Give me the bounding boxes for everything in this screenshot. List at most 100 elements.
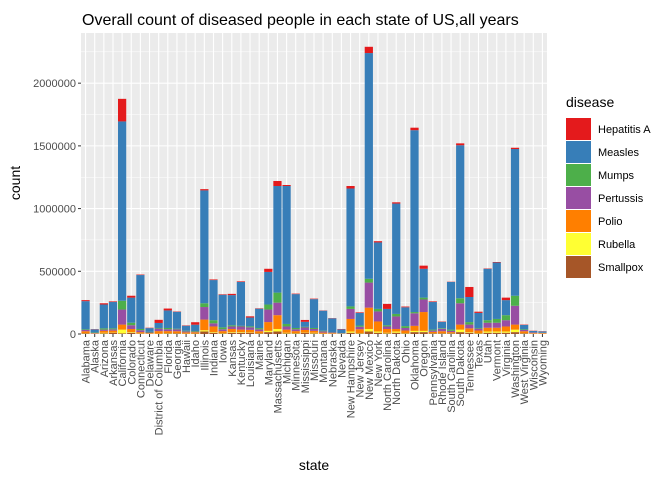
bar-segment: [246, 330, 254, 333]
bar-segment: [356, 333, 364, 334]
bar-segment: [502, 300, 510, 315]
bar-segment: [255, 328, 263, 329]
bar-segment: [474, 328, 482, 329]
bar-segment: [109, 302, 117, 328]
bar-segment: [529, 333, 537, 334]
x-axis-label: state: [299, 457, 330, 473]
bar-segment: [282, 324, 290, 327]
bar-segment: [219, 294, 227, 295]
bar-segment: [200, 331, 208, 334]
bar-segment: [228, 332, 236, 333]
bar-segment: [127, 323, 135, 326]
bar-segment: [228, 325, 236, 326]
bar-segment: [182, 331, 190, 332]
bar-segment: [145, 328, 153, 332]
bar-segment: [319, 331, 327, 332]
bar-segment: [511, 306, 519, 325]
bar-segment: [401, 326, 409, 328]
bar-segment: [483, 328, 491, 332]
bar-segment: [374, 311, 382, 321]
bar-segment: [91, 329, 99, 332]
bar-segment: [337, 329, 345, 333]
bar-segment: [502, 298, 510, 301]
bar-segment: [474, 312, 482, 313]
bar-segment: [273, 315, 281, 329]
bar-segment: [520, 325, 528, 329]
bar-segment: [118, 330, 126, 334]
bar-segment: [502, 333, 510, 334]
y-tick-label: 1500000: [33, 141, 76, 153]
bar-segment: [255, 333, 263, 334]
bar-segment: [264, 310, 272, 323]
bar-segment: [237, 330, 245, 333]
bar-segment: [511, 296, 519, 306]
bar-segment: [209, 333, 217, 334]
bar-segment: [401, 307, 409, 326]
bar-segment: [493, 263, 501, 319]
bar-segment: [365, 47, 373, 53]
bar-segment: [483, 269, 491, 320]
bar-segment: [109, 333, 117, 334]
bar-segment: [310, 329, 318, 331]
bar-segment: [81, 330, 89, 331]
x-tick-label: Wyoming: [537, 340, 549, 386]
bar-segment: [383, 309, 391, 325]
bar-segment: [401, 330, 409, 333]
bar-segment: [127, 296, 135, 298]
bar-segment: [273, 303, 281, 316]
bar-segment: [155, 323, 163, 328]
bar-segment: [81, 329, 89, 330]
bar-segment: [483, 323, 491, 328]
bar-segment: [292, 329, 300, 331]
bar-segment: [237, 281, 245, 282]
bar-segment: [228, 295, 236, 325]
bar-segment: [410, 326, 418, 331]
bar-segment: [502, 315, 510, 320]
bar-segment: [191, 332, 199, 333]
bar-segment: [127, 333, 135, 334]
bar-segment: [456, 330, 464, 333]
bar-segment: [346, 333, 354, 334]
bar-segment: [365, 329, 373, 332]
bar-segment: [127, 325, 135, 329]
bar-segment: [529, 331, 537, 332]
bar-segment: [127, 298, 135, 323]
bar-segment: [410, 130, 418, 312]
bar-segment: [264, 331, 272, 332]
bar-segment: [127, 332, 135, 333]
bar-segment: [109, 301, 117, 302]
legend-label: Polio: [598, 216, 622, 228]
bar-segment: [474, 333, 482, 334]
bar-segment: [346, 306, 354, 309]
bar-segment: [200, 320, 208, 331]
bar-segment: [447, 282, 455, 330]
bar-segment: [456, 143, 464, 145]
bar-segment: [511, 325, 519, 330]
bar-segment: [292, 331, 300, 333]
bar-segment: [164, 331, 172, 333]
legend-key: [566, 233, 591, 255]
bar-segment: [200, 303, 208, 307]
bar-segment: [237, 326, 245, 329]
bar-segment: [374, 242, 382, 308]
bar-segment: [502, 326, 510, 331]
bar-segment: [374, 333, 382, 334]
bar-segment: [109, 328, 117, 329]
bar-segment: [173, 331, 181, 333]
bar-segment: [237, 332, 245, 333]
bar-segment: [301, 333, 309, 334]
bar-segment: [237, 326, 245, 327]
bar-segment: [81, 301, 89, 329]
bar-segment: [328, 332, 336, 333]
bar-segment: [145, 332, 153, 333]
bar-segment: [282, 326, 290, 329]
bar-segment: [145, 333, 153, 334]
bar-segment: [264, 272, 272, 305]
bar-segment: [319, 311, 327, 331]
legend-key: [566, 141, 591, 163]
bar-segment: [420, 332, 428, 334]
bar-segment: [456, 145, 464, 298]
bar-segment: [438, 328, 446, 329]
